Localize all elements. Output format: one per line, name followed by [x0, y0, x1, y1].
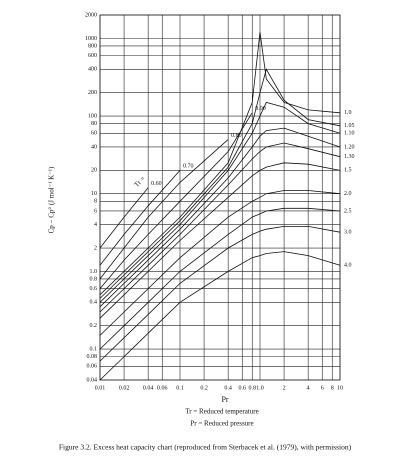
curve-label: 1.30: [344, 154, 355, 160]
y-tick-label: 4: [94, 222, 97, 228]
series-prefix: Tr =: [133, 175, 147, 189]
x-tick-label: 10: [337, 385, 343, 391]
y-tick-label: 1000: [85, 36, 97, 42]
x-tick-label: 0.4: [224, 385, 232, 391]
y-tick-label: 0.08: [87, 354, 98, 360]
curve: [99, 142, 341, 313]
y-tick-label: 0.1: [90, 346, 98, 352]
x-tick-label: 0.1: [176, 385, 184, 391]
curve: [99, 251, 341, 381]
curve: [99, 190, 341, 336]
curve-label: 0.90: [255, 106, 266, 112]
curve: [99, 162, 341, 319]
curve: [99, 170, 181, 266]
y-tick-label: 0.04: [87, 377, 98, 383]
y-tick-label: 200: [88, 90, 97, 96]
curve: [99, 127, 341, 308]
y-axis-label: Cp − Cp° (J mol⁻¹ K⁻¹): [48, 166, 56, 233]
y-tick-label: 10: [91, 191, 97, 197]
y-tick-label: 2: [94, 245, 97, 251]
plot-frame: [99, 14, 341, 381]
curve-label: 3.0: [344, 230, 352, 236]
y-tick-label: 400: [88, 67, 97, 73]
x-tick-label: 0.04: [143, 385, 154, 391]
y-tick-label: 0.6: [90, 286, 98, 292]
x-tick-label: 0.06: [157, 385, 168, 391]
curve: [99, 139, 229, 280]
curve: [99, 32, 341, 296]
curve: [99, 112, 253, 289]
curve-label: 1.10: [344, 131, 355, 137]
note: Pr = Reduced pressure: [190, 420, 253, 428]
curve-label: 0.80: [231, 133, 242, 139]
note: Tr = Reduced temperature: [185, 408, 258, 416]
y-tick-label: 0.06: [87, 364, 98, 370]
y-tick-label: 0.2: [90, 323, 98, 329]
y-tick-label: 40: [91, 144, 97, 150]
curve: [99, 187, 149, 249]
x-tick-label: 0.02: [119, 385, 130, 391]
x-tick-label: 6: [321, 385, 324, 391]
y-tick-label: 0.4: [90, 300, 98, 306]
curve-label: 1.05: [344, 123, 355, 129]
caption: Figure 3.2. Excess heat capacity chart (…: [59, 443, 352, 452]
y-tick-label: 2000: [85, 12, 97, 18]
curve: [99, 226, 341, 362]
curve: [99, 207, 341, 350]
y-tick-label: 100: [88, 113, 97, 119]
x-tick-label: 0.6: [239, 385, 247, 391]
curve-label: 2.0: [344, 191, 352, 197]
x-axis-label: Pr: [221, 395, 228, 404]
curve: [99, 101, 341, 303]
y-tick-label: 0.8: [90, 276, 98, 282]
curve-label: 2.5: [344, 208, 352, 214]
y-tick-label: 600: [88, 53, 97, 59]
y-tick-label: 6: [94, 208, 97, 214]
x-tick-label: 0.2: [200, 385, 208, 391]
y-tick-label: 80: [91, 121, 97, 127]
curve: [99, 68, 341, 299]
curve-label: 1.20: [344, 144, 355, 150]
x-tick-label: 1.0: [256, 385, 264, 391]
curve-label: 4.0: [344, 263, 352, 269]
y-tick-label: 800: [88, 43, 97, 49]
x-tick-label: 8: [331, 385, 334, 391]
y-tick-label: 20: [91, 168, 97, 174]
x-tick-label: 0.8: [248, 385, 256, 391]
y-tick-label: 1.0: [90, 269, 98, 275]
curve-label: 1.0: [344, 110, 352, 116]
curve-label: 1.5: [344, 168, 352, 174]
curve-label: 0.60: [151, 181, 162, 187]
x-tick-label: 0.01: [95, 385, 106, 391]
y-tick-label: 8: [94, 199, 97, 205]
x-tick-label: 4: [307, 385, 310, 391]
x-tick-label: 2: [283, 385, 286, 391]
y-tick-label: 60: [91, 131, 97, 137]
curve-label: 0.70: [183, 164, 194, 170]
